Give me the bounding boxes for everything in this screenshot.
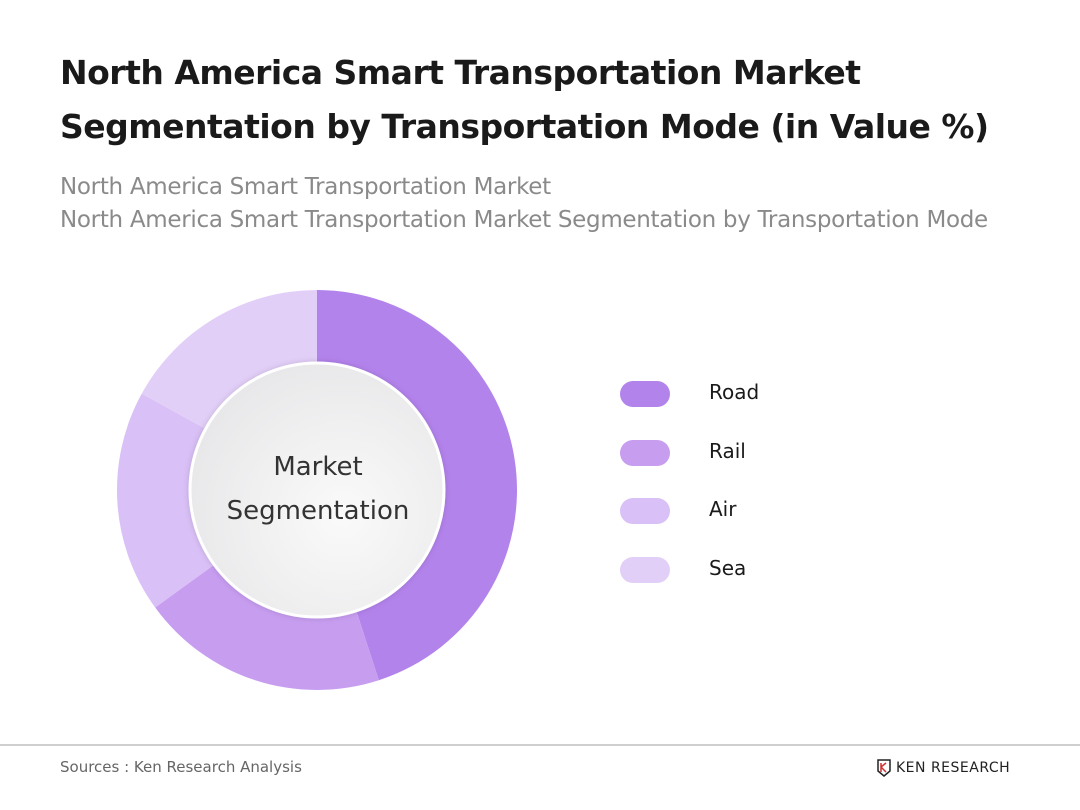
legend-swatch [620, 381, 670, 407]
legend-label: Road [709, 380, 760, 404]
slice-air [116, 393, 220, 608]
legend-label: Air [709, 497, 737, 521]
logo-text: KEN RESEARCH [896, 760, 1011, 776]
center-label-line-2: Segmentation [226, 496, 410, 526]
footer-divider [0, 744, 1080, 746]
logo-icon [877, 759, 891, 777]
ken-research-logo: KEN RESEARCH [877, 758, 1010, 778]
chart-title: North America Smart Transportation Marke… [60, 53, 989, 146]
legend-swatch [620, 498, 670, 524]
legend-swatch [620, 556, 670, 583]
slice-road [317, 290, 517, 681]
legend-swatch [620, 439, 670, 466]
subtitle-1: North America Smart Transportation Marke… [60, 174, 551, 200]
center-label: Market Segmentation [190, 445, 446, 533]
legend-label: Sea [709, 555, 747, 580]
subtitle-2: North America Smart Transportation Marke… [60, 207, 988, 233]
source-note: Sources : Ken Research Analysis [60, 758, 302, 776]
legend-label: Rail [709, 438, 746, 463]
slice-rail [155, 560, 379, 690]
donut-chart [116, 290, 517, 690]
donut-center [188, 361, 446, 619]
slice-sea [141, 290, 317, 433]
center-label-line-1: Market [273, 452, 363, 482]
